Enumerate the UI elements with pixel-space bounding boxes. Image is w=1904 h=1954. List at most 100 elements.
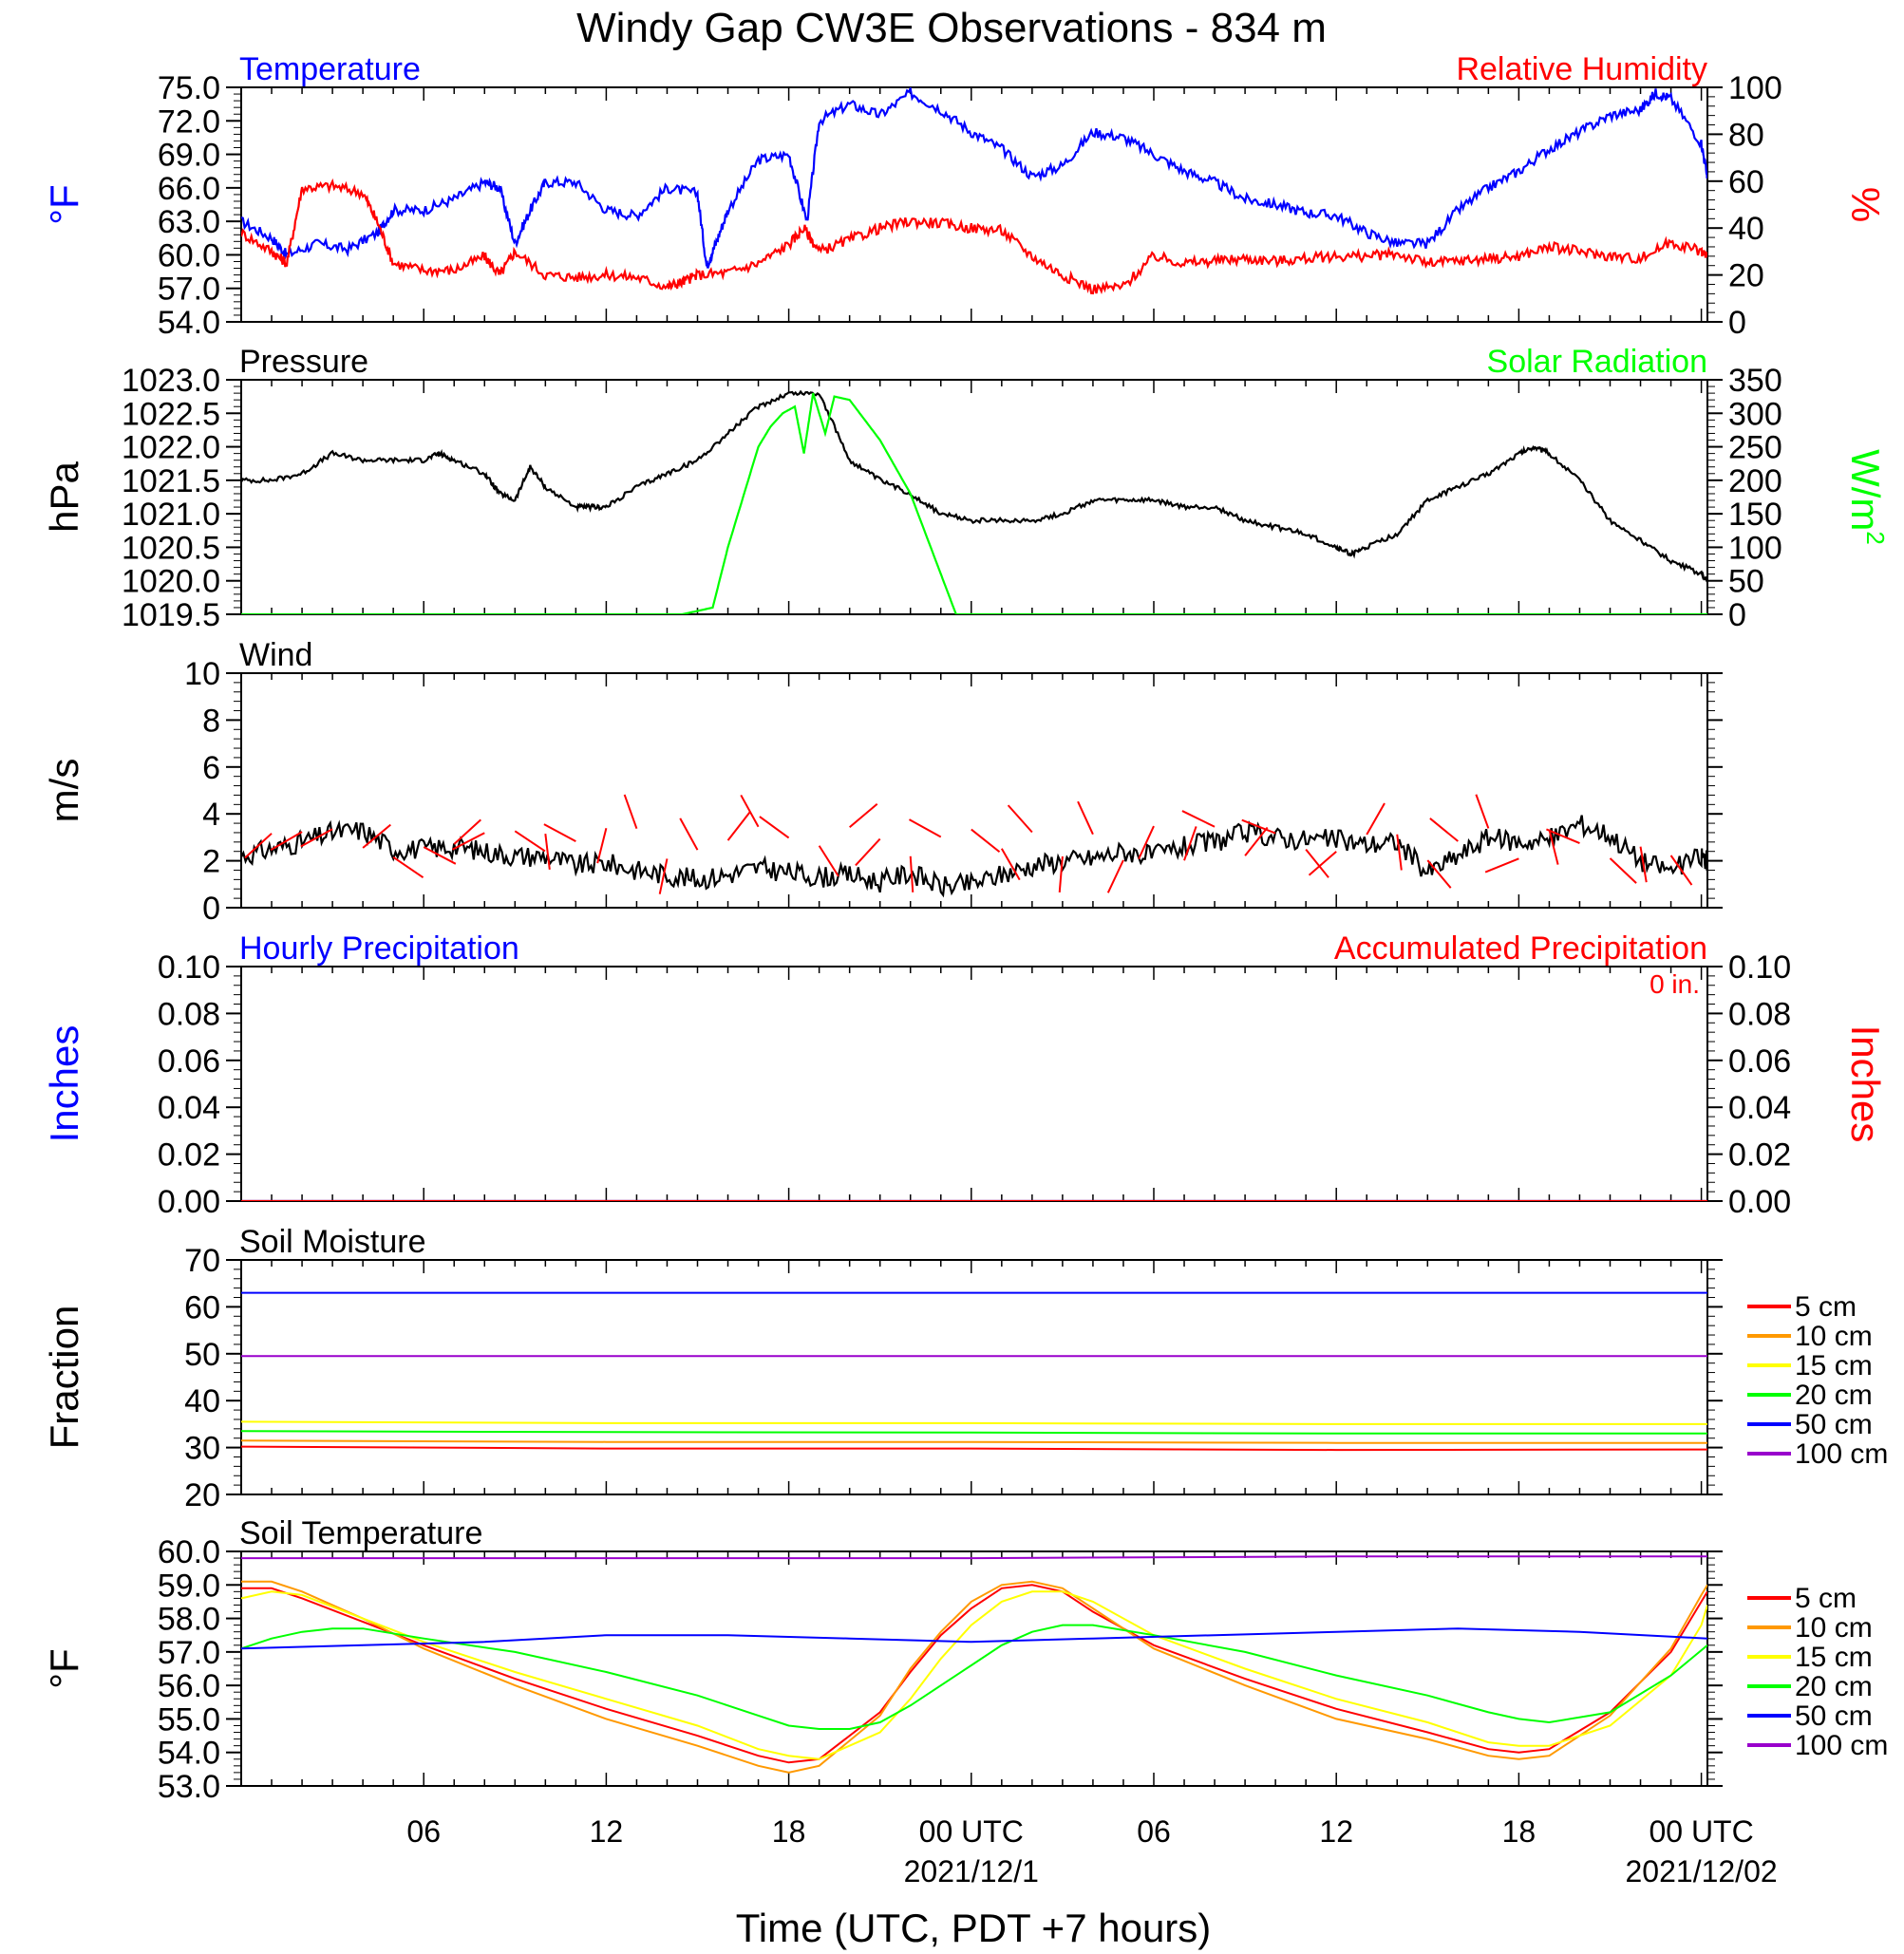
plot-frame	[240, 1550, 1708, 1787]
wind-barb	[300, 828, 333, 848]
panels: 54.057.060.063.066.069.072.075.002040608…	[42, 51, 1890, 1805]
y-tick-label-left: 55.0	[158, 1701, 220, 1738]
y-axis-label-left: m/s	[42, 759, 86, 823]
legend-label: 100 cm	[1795, 1730, 1888, 1761]
series-line-10-cm	[241, 1580, 1707, 1774]
y-tick-label-left: 0.08	[158, 996, 220, 1032]
y-tick-label-left: 1020.0	[122, 564, 220, 600]
y-tick-label-right: 0	[1728, 597, 1746, 633]
x-tick-date: 2021/12/02	[1626, 1854, 1778, 1888]
y-tick-label-right: 20	[1728, 258, 1764, 294]
legend-label: 100 cm	[1795, 1438, 1888, 1470]
wind-barb	[1077, 800, 1094, 836]
wind-barb	[1308, 851, 1337, 876]
y-tick-label-right: 0.06	[1728, 1043, 1791, 1080]
panel-title-left: Temperature	[239, 51, 421, 87]
y-tick-label-left: 70	[184, 1243, 220, 1279]
wind-barb	[1546, 828, 1580, 845]
series-line-5-cm	[241, 1584, 1707, 1764]
time-axis: 06 12 18 00 UTC 2021/12/1 06 12 18 00 UTC 2021/12…	[406, 1814, 1777, 1888]
wind-barb	[1609, 857, 1637, 884]
panel-title-left: Hourly Precipitation	[239, 930, 519, 967]
wind-barb	[362, 823, 391, 849]
wind-barb	[1305, 849, 1329, 878]
panel-pressure_solar: 1019.51020.01020.51021.01021.51022.01022…	[42, 344, 1890, 633]
y-tick-label-left: 69.0	[158, 138, 220, 174]
panel-title-right: Accumulated Precipitation	[1334, 930, 1707, 967]
accumulation-annotation: 0 in.	[1650, 969, 1700, 999]
y-tick-label-left: 75.0	[158, 70, 220, 106]
wind-barb	[452, 832, 485, 851]
wind-barb	[1244, 826, 1269, 856]
wind-barb	[1106, 859, 1124, 893]
y-axis-label-right: W/m2	[1843, 449, 1890, 545]
wind-barb	[1396, 834, 1403, 871]
wind-barb	[855, 837, 881, 867]
y-tick-label-left: 1021.0	[122, 497, 220, 533]
y-tick-label-left: 0.10	[158, 949, 220, 986]
wind-barbs	[244, 794, 1693, 894]
y-tick-label-left: 54.0	[158, 305, 220, 341]
series-line-pressure	[241, 389, 1707, 583]
plot-frame	[240, 86, 1708, 323]
y-tick-label-right: 60	[1728, 164, 1764, 200]
series-line-solar-radiation	[241, 392, 1707, 614]
wind-barb	[1639, 846, 1648, 883]
y-tick-label-left: 0.06	[158, 1043, 220, 1080]
x-tick-label: 00 UTC	[1649, 1814, 1753, 1849]
wind-barb	[1000, 848, 1021, 881]
y-tick-label-left: 1022.0	[122, 430, 220, 466]
wind-barb	[423, 846, 457, 865]
y-tick-label-right: 100	[1728, 70, 1782, 106]
wind-barb	[679, 817, 699, 851]
y-tick-label-left: 60	[184, 1289, 220, 1325]
y-tick-label-left: 6	[202, 750, 220, 786]
y-tick-label-left: 58.0	[158, 1602, 220, 1638]
wind-barb	[726, 811, 751, 841]
wind-barb	[1429, 817, 1459, 842]
panel-title-left: Soil Moisture	[239, 1224, 426, 1260]
y-tick-label-right: 80	[1728, 117, 1764, 153]
y-axis-label-right: Inches	[1843, 1025, 1888, 1143]
y-tick-label-left: 0.02	[158, 1137, 220, 1174]
panel-wind: 0 2 4 6 8 10 Wind m/s	[42, 637, 1723, 927]
x-tick-label: 12	[1319, 1814, 1353, 1849]
series-line-temperature	[241, 87, 1707, 270]
y-tick-label-left: 10	[184, 656, 220, 692]
panel-title-right: Relative Humidity	[1456, 51, 1707, 87]
x-axis-label: Time (UTC, PDT +7 hours)	[736, 1906, 1212, 1950]
series-line-relative-humidity	[241, 178, 1707, 295]
x-tick-label: 06	[406, 1814, 441, 1849]
y-tick-label-left: 59.0	[158, 1568, 220, 1604]
wind-barb	[1366, 802, 1386, 836]
y-tick-label-right: 0.02	[1728, 1137, 1791, 1174]
y-tick-label-right: 350	[1728, 363, 1782, 399]
wind-barb	[544, 833, 551, 870]
series-line-20-cm	[241, 1624, 1707, 1730]
y-tick-label-left: 30	[184, 1431, 220, 1467]
wind-barb	[849, 803, 878, 829]
wind-barb	[543, 823, 576, 842]
y-tick-label-left: 53.0	[158, 1769, 220, 1805]
legend-label: 10 cm	[1795, 1321, 1873, 1352]
wind-barb	[1007, 804, 1033, 834]
series-line-100-cm	[241, 1555, 1707, 1560]
x-tick-label: 18	[1502, 1814, 1536, 1849]
series-line-15-cm	[241, 1420, 1707, 1425]
y-tick-label-right: 40	[1728, 211, 1764, 247]
y-tick-label-right: 50	[1728, 564, 1764, 600]
y-tick-label-left: 1021.5	[122, 463, 220, 499]
y-tick-label-right: 250	[1728, 430, 1782, 466]
wind-barb	[270, 831, 303, 852]
wind-barb	[392, 855, 424, 879]
wind-barb	[244, 833, 273, 859]
y-axis-label-left: Inches	[42, 1025, 86, 1143]
series-line-20-cm	[241, 1430, 1707, 1435]
y-axis-label-right: %	[1843, 187, 1888, 222]
panel-soil_moisture: 20 30 40 50 60 70 Soil Moisture Fraction 5 cm10 …	[42, 1224, 1888, 1513]
series-line-5-cm	[241, 1445, 1707, 1452]
y-tick-label-left: 57.0	[158, 1635, 220, 1671]
plot-frame	[240, 672, 1708, 909]
